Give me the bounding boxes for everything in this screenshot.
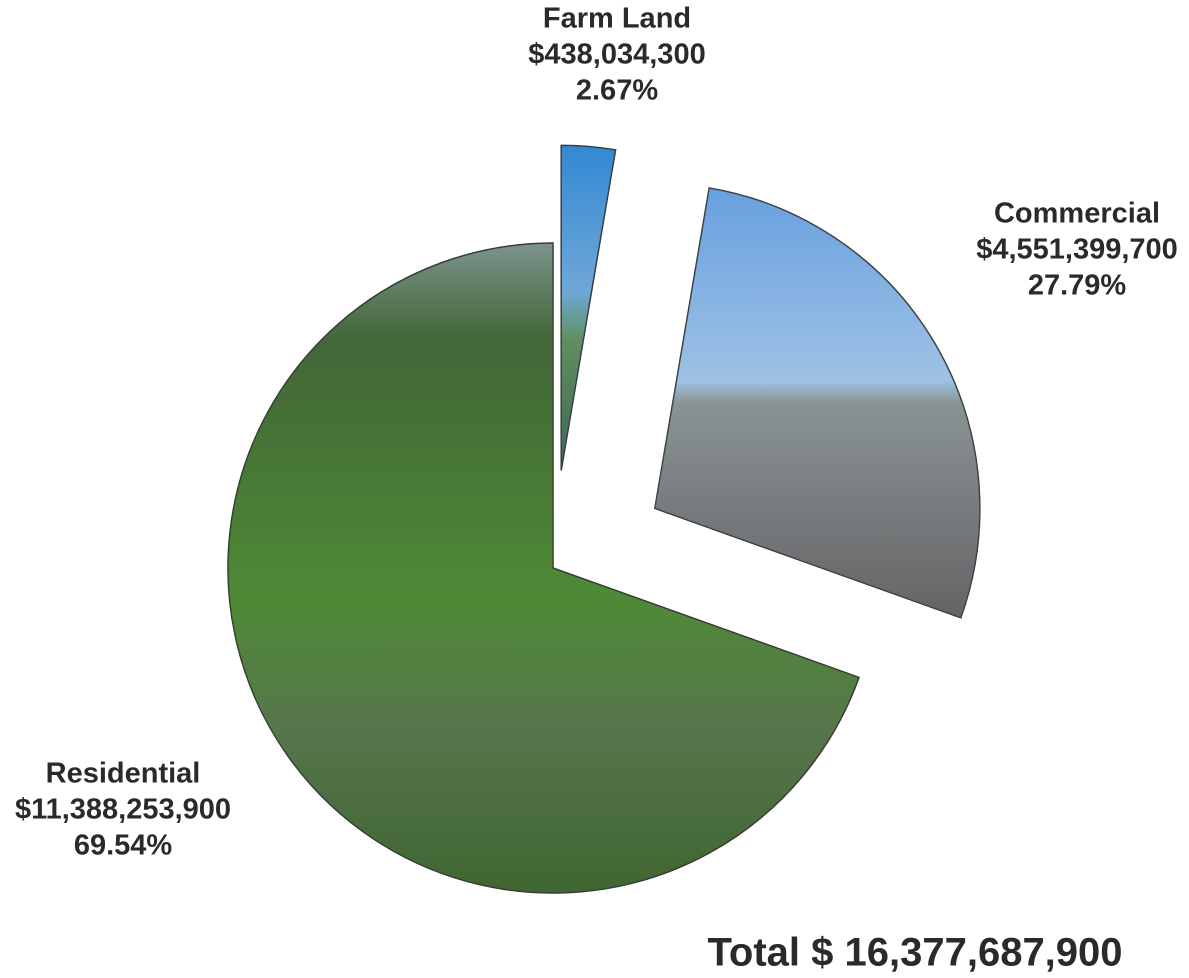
slice-percent-label: 2.67% — [576, 75, 658, 107]
total-label: Total $ 16,377,687,900 — [707, 931, 1122, 975]
slice-percent-label: 69.54% — [74, 830, 173, 862]
slice-value-label: $438,034,300 — [528, 39, 705, 71]
slice-value-label: $4,551,399,700 — [976, 234, 1178, 266]
slice-label: Commercial — [994, 198, 1160, 230]
slice-value-label: $11,388,253,900 — [15, 794, 231, 826]
slice-label: Farm Land — [543, 3, 691, 35]
slice-label: Residential — [46, 758, 201, 790]
chart: Total $ 16,377,687,900 Farm Land $438,034… — [0, 0, 1189, 978]
slice-tint — [561, 145, 615, 470]
slice-tint — [655, 188, 980, 618]
slice-percent-label: 27.79% — [1028, 270, 1127, 302]
